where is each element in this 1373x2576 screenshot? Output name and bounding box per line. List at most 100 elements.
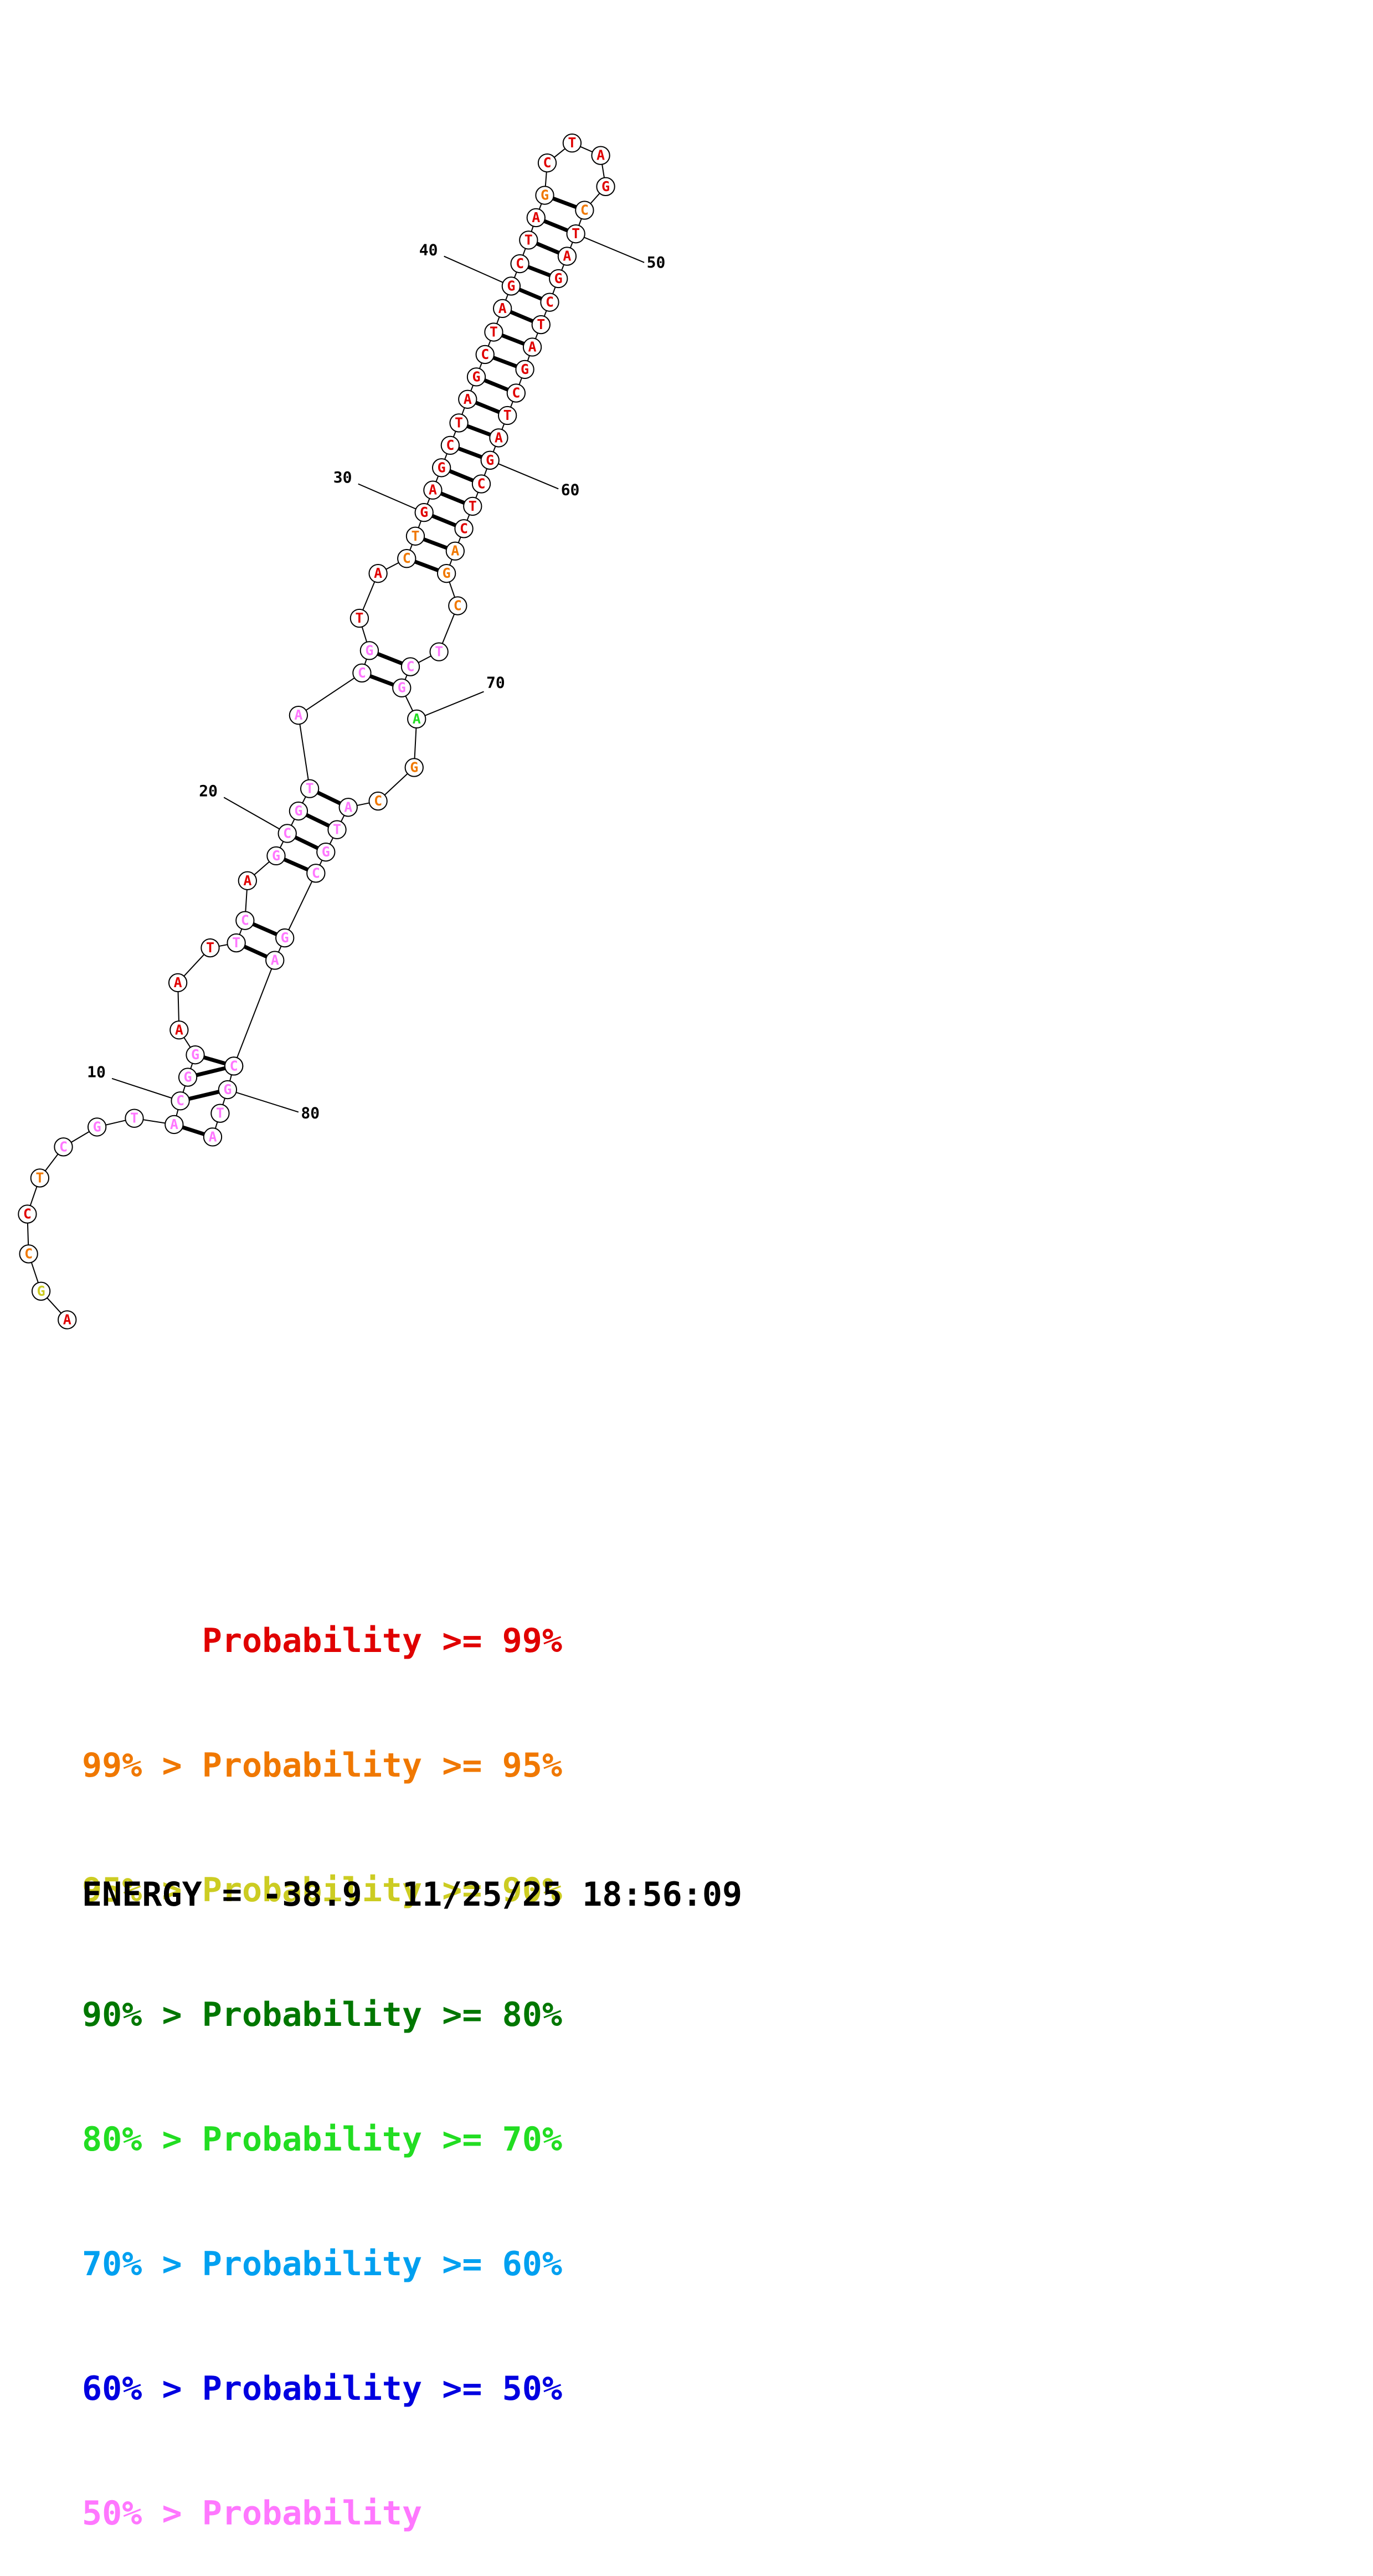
nucleotide-64: A: [445, 541, 465, 561]
backbone-lines: [27, 142, 606, 1321]
nucleotide-circle: [540, 293, 559, 312]
backbone-segment: [233, 960, 276, 1066]
nucleotide-base-letter: G: [410, 759, 418, 775]
nucleotide-72: C: [368, 791, 388, 811]
nucleotide-base-letter: T: [490, 324, 498, 340]
nucleotide-circle: [463, 496, 482, 516]
nucleotide-base-letter: T: [333, 822, 341, 838]
nucleotide-circle: [200, 938, 220, 958]
nucleotide-27: A: [368, 563, 388, 583]
nucleotide-circle: [557, 247, 577, 266]
nucleotide-circle: [515, 360, 534, 379]
nucleotide-circle: [448, 596, 467, 615]
nucleotide-55: A: [522, 337, 542, 357]
nucleotide-62: T: [463, 496, 482, 516]
backbone-segment: [297, 715, 311, 789]
legend-row-2: 99% > Probability >= 95%: [82, 1746, 562, 1785]
nucleotide-circle: [562, 134, 582, 153]
nucleotide-circle: [549, 269, 568, 289]
nucleotide-base-letter: C: [477, 475, 485, 491]
nucleotide-base-letter: A: [63, 1311, 71, 1327]
nucleotide-base-letter: G: [322, 844, 330, 860]
nucleotide-base-letter: T: [130, 1110, 138, 1126]
nucleotide-base-letter: C: [512, 385, 520, 401]
nucleotide-base-letter: C: [312, 865, 320, 881]
position-tick-line: [575, 233, 645, 263]
nucleotide-circle: [506, 383, 526, 403]
nucleotide-75: G: [316, 842, 336, 862]
nucleotide-circle: [349, 608, 369, 628]
nucleotide-28: C: [397, 549, 416, 568]
nucleotide-30: G: [414, 502, 434, 522]
nucleotide-base-letter: C: [230, 1058, 238, 1074]
nucleotide-base-letter: T: [206, 940, 214, 956]
nucleotide-base-letter: G: [398, 680, 406, 696]
nucleotide-22: T: [300, 779, 320, 798]
nucleotide-circle: [54, 1137, 73, 1157]
nucleotide-circle: [235, 911, 255, 930]
nucleotide-circle: [58, 1310, 77, 1330]
nucleotide-circle: [423, 480, 443, 500]
nucleotide-circle: [526, 208, 546, 228]
nucleotide-circle: [431, 458, 451, 478]
nucleotide-base-letter: A: [174, 974, 182, 991]
nucleotide-circle: [522, 337, 542, 357]
nucleotide-base-letter: G: [294, 803, 302, 819]
nucleotide-circle: [19, 1244, 38, 1264]
nucleotide-base-letter: A: [563, 248, 571, 264]
nucleotide-circle: [178, 1068, 198, 1087]
nucleotide-base-letter: G: [420, 504, 428, 520]
nucleotide-74: T: [327, 820, 347, 839]
nucleotide-78: A: [265, 951, 285, 970]
legend-row-3: 95% > Probability >= 90%: [82, 1871, 562, 1910]
nucleotide-44: G: [535, 186, 554, 205]
nucleotide-base-letter: G: [521, 361, 529, 377]
nucleotide-45: C: [537, 153, 557, 173]
position-label-30: 30: [333, 468, 352, 486]
nucleotide-base-letter: A: [208, 1128, 217, 1145]
nucleotide-16: T: [227, 933, 246, 953]
nucleotide-58: T: [497, 406, 517, 425]
nucleotide-5: T: [30, 1168, 50, 1188]
legend-row-5: 80% > Probability >= 70%: [82, 2120, 562, 2159]
nucleotide-70: A: [407, 709, 426, 729]
nucleotide-circle: [397, 549, 416, 568]
nucleotide-19: G: [266, 846, 286, 866]
nucleotide-circle: [368, 791, 388, 811]
nucleotide-83: A: [203, 1127, 223, 1147]
nucleotide-circle: [186, 1045, 205, 1065]
nucleotide-base-letter: G: [601, 178, 610, 194]
nucleotide-base-letter: A: [498, 300, 507, 316]
nucleotide-base-letter: T: [568, 135, 576, 151]
nucleotide-17: C: [235, 911, 255, 930]
nucleotide-base-letter: T: [503, 407, 512, 423]
nucleotide-36: G: [466, 367, 486, 387]
nucleotide-13: A: [169, 1020, 189, 1040]
nucleotide-circle: [275, 928, 295, 948]
legend-row-7: 60% > Probability >= 50%: [82, 2369, 562, 2408]
nucleotide-base-letter: C: [403, 550, 411, 566]
nucleotide-10: C: [171, 1091, 190, 1111]
nucleotide-base-letter: T: [35, 1169, 44, 1186]
nucleotide-base-letter: C: [580, 202, 589, 218]
nucleotide-32: G: [431, 458, 451, 478]
nucleotide-base-letter: C: [358, 665, 366, 681]
nucleotide-circle: [338, 798, 358, 817]
nucleotide-65: G: [436, 563, 456, 583]
nucleotide-base-letter: G: [472, 368, 480, 384]
nucleotide-54: T: [531, 315, 551, 335]
nucleotide-24: C: [352, 663, 372, 683]
nucleotide-circle: [493, 299, 512, 319]
nucleotide-56: G: [515, 360, 534, 379]
nucleotide-base-letter: T: [411, 528, 419, 544]
nucleotide-base-letter: A: [532, 209, 540, 225]
nucleotide-base-letter: A: [596, 147, 605, 163]
nucleotide-base-letter: G: [191, 1046, 199, 1063]
position-label-10: 10: [87, 1063, 106, 1081]
nucleotide-base-letter: T: [524, 232, 533, 248]
position-ticks: 10 20 30 40 50 60 70 80: [87, 233, 665, 1122]
nucleotide-base-letter: G: [281, 930, 289, 946]
nucleotide-base-letter: T: [572, 225, 580, 242]
nucleotide-base-letter: C: [59, 1138, 68, 1154]
